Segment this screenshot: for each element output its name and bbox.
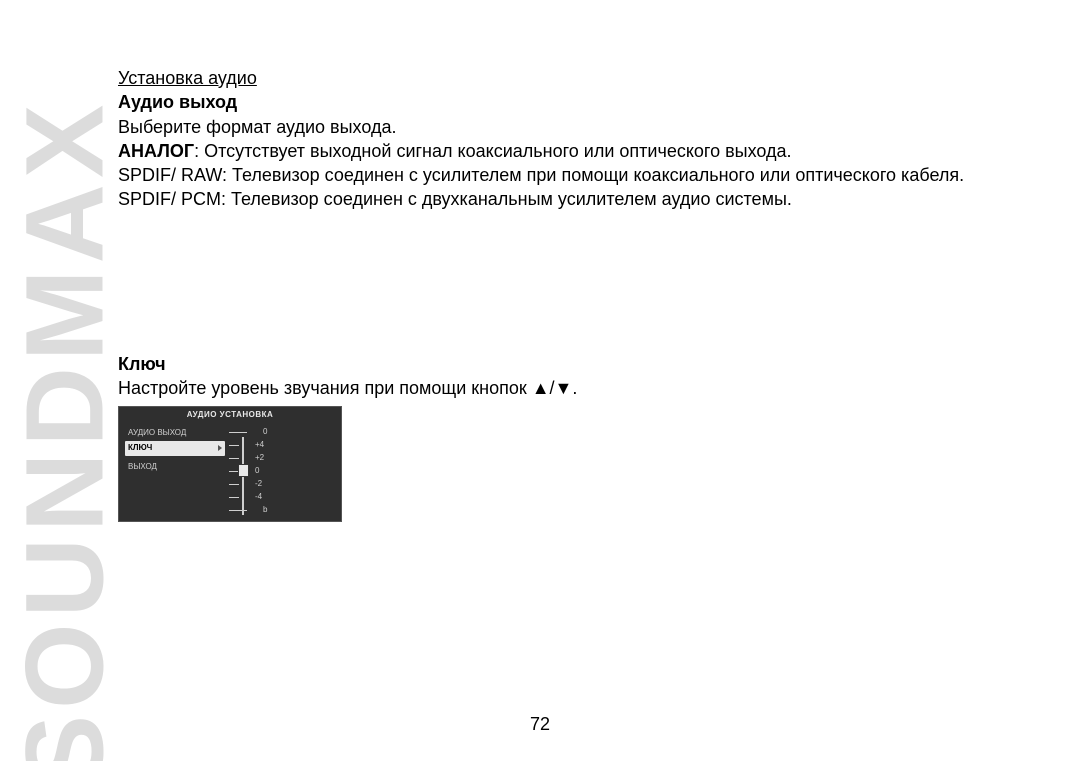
text-spdif-pcm: SPDIF/ PCM: Телевизор соединен с двухкан…: [118, 187, 1023, 211]
chevron-right-icon: [218, 445, 222, 451]
osd-menu: АУДИО УСТАНОВКА АУДИО ВЫХОД КЛЮЧ ВЫХОД 0…: [118, 406, 342, 522]
heading-audio-output: Аудио выход: [118, 90, 1023, 114]
text-analog-rest: : Отсутствует выходной сигнал коаксиальн…: [194, 141, 791, 161]
scale-label: +2: [255, 453, 264, 464]
brand-watermark: SOUNDMAX: [1, 99, 128, 761]
osd-menu-item-selected: КЛЮЧ: [125, 441, 225, 456]
scale-label: b: [263, 505, 267, 516]
scale-label: -2: [255, 479, 262, 490]
osd-menu-items: АУДИО ВЫХОД КЛЮЧ ВЫХОД: [119, 424, 225, 521]
text-key-desc: Настройте уровень звучания при помощи кн…: [118, 376, 1023, 400]
scale-label: +4: [255, 440, 264, 451]
page-content: Установка аудио Аудио выход Выберите фор…: [118, 66, 1023, 522]
page-number: 72: [0, 714, 1080, 735]
text-analog-line: АНАЛОГ: Отсутствует выходной сигнал коак…: [118, 139, 1023, 163]
label-analog: АНАЛОГ: [118, 141, 194, 161]
osd-menu-title: АУДИО УСТАНОВКА: [119, 407, 341, 424]
scale-label: 0: [255, 466, 259, 477]
text-choose-format: Выберите формат аудио выхода.: [118, 115, 1023, 139]
scale-label: 0: [263, 427, 267, 438]
osd-menu-item: ВЫХОД: [125, 460, 225, 475]
text-spdif-raw: SPDIF/ RAW: Телевизор соединен с усилите…: [118, 163, 1023, 187]
heading-key: Ключ: [118, 352, 1023, 376]
osd-scale: 0 +4 +2 0 -2 -4 b: [225, 424, 341, 521]
slider-thumb: [238, 464, 249, 477]
scale-label: -4: [255, 492, 262, 503]
osd-menu-item: АУДИО ВЫХОД: [125, 426, 225, 441]
section-title: Установка аудио: [118, 66, 1023, 90]
